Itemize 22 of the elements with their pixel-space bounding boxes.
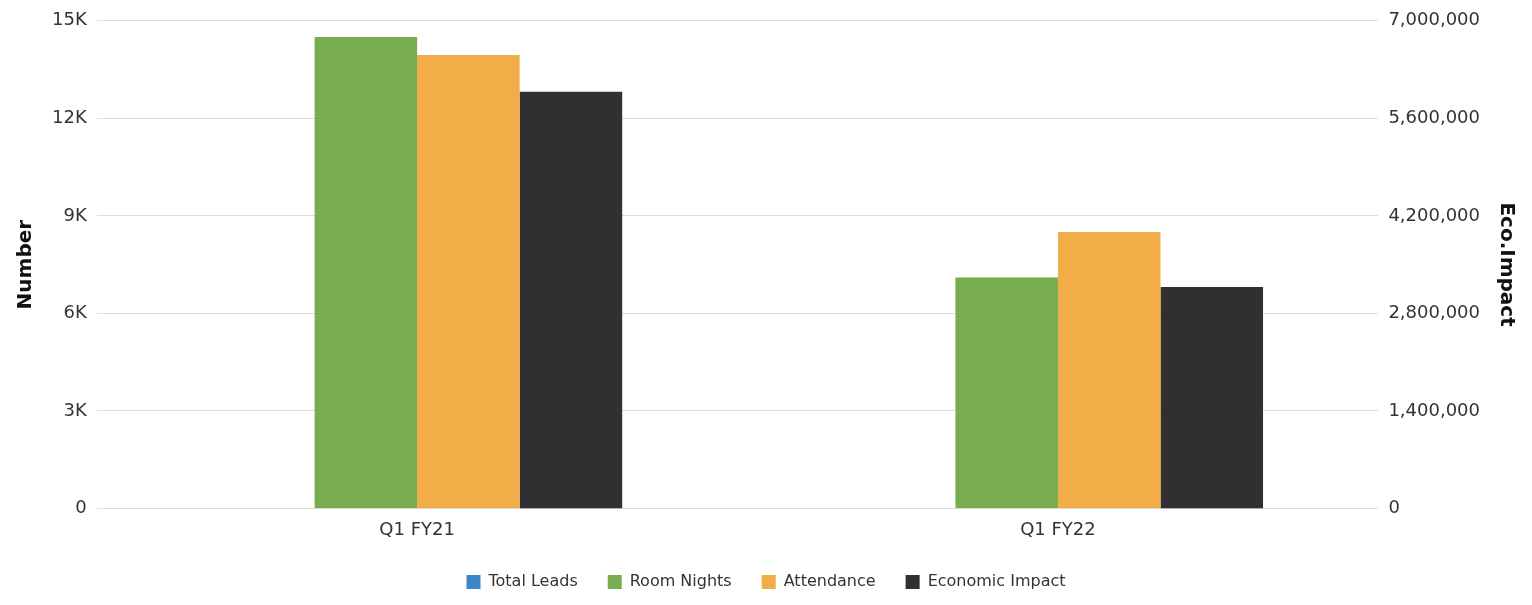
legend-label: Room Nights xyxy=(629,571,732,591)
y-tick-label: 6K xyxy=(63,301,88,323)
y2-tick-label: 7,000,000 xyxy=(1388,8,1480,30)
x-tick-label: Q1 FY21 xyxy=(379,517,455,539)
y2-tick-label: 2,800,000 xyxy=(1388,301,1480,323)
y-tick-label: 15K xyxy=(51,8,88,30)
y-tick-label: 3K xyxy=(63,398,88,420)
y-tick-label: 9K xyxy=(63,203,88,225)
y2-tick-label: 1,400,000 xyxy=(1388,398,1480,420)
y2-tick-label: 4,200,000 xyxy=(1388,203,1480,225)
y2-tick-label: 5,600,000 xyxy=(1388,105,1480,127)
y2-axis-title: Eco.Impact xyxy=(1495,202,1520,328)
y-axis-title: Number xyxy=(12,219,37,310)
y-tick-label: 12K xyxy=(51,105,88,127)
x-tick-label: Q1 FY22 xyxy=(1020,517,1096,539)
legend-label: Attendance xyxy=(783,571,876,591)
bar xyxy=(314,37,418,508)
y-tick-label: 0 xyxy=(75,496,87,518)
legend-label: Economic Impact xyxy=(927,571,1066,591)
bar xyxy=(955,277,1058,508)
y2-tick-label: 0 xyxy=(1388,496,1400,518)
legend-label: Total Leads xyxy=(487,571,578,591)
